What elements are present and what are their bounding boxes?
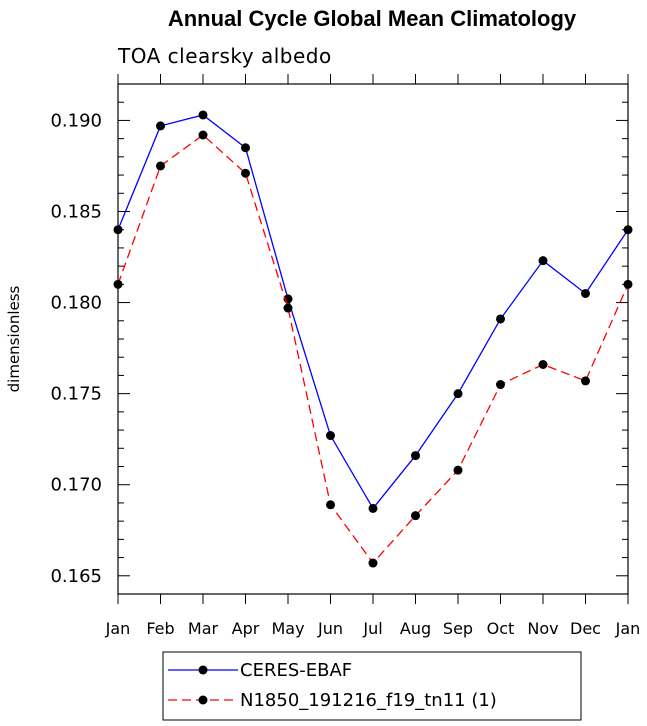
y-tick-label: 0.165 (50, 566, 102, 587)
x-tick-label: Jan (615, 619, 641, 638)
series-line (117, 134, 629, 565)
x-tick-label: Oct (487, 619, 515, 638)
plot-frame (117, 83, 629, 595)
data-point (453, 389, 463, 399)
data-point (156, 121, 165, 131)
x-tick-label: May (271, 619, 304, 638)
data-point (326, 431, 335, 441)
chart-title: Annual Cycle Global Mean Climatology (168, 6, 577, 31)
legend-label-ceres-ebaf: CERES-EBAF (240, 660, 352, 681)
data-point (198, 110, 208, 120)
x-tick-label: Dec (570, 619, 601, 638)
data-point (496, 380, 505, 390)
data-point (241, 168, 250, 178)
series-line (117, 114, 629, 510)
data-point (241, 143, 250, 153)
x-tick-label: Jul (362, 619, 382, 638)
data-point (368, 503, 378, 513)
data-point (496, 314, 505, 324)
data-point (156, 161, 165, 171)
data-point (283, 303, 293, 313)
chart-subtitle: TOA clearsky albedo (117, 44, 332, 68)
y-tick-label: 0.190 (50, 110, 102, 131)
data-point (453, 465, 463, 475)
x-tick-labels: Jan Feb Mar Apr May Jun Jul Aug Sep Oct Nov Dec Jan (105, 619, 641, 638)
x-tick-label: Aug (400, 619, 431, 638)
data-point (198, 130, 208, 140)
data-point (538, 256, 548, 266)
legend-label-n1850: N1850_191216_f19_tn11 (1) (240, 690, 497, 711)
legend-box (162, 651, 582, 721)
data-point (368, 558, 378, 568)
y-tick-label: 0.170 (50, 475, 102, 496)
x-tick-label: Nov (527, 619, 558, 638)
x-tick-label: Sep (443, 619, 473, 638)
x-tick-label: Feb (146, 619, 174, 638)
x-tick-label: Mar (188, 619, 219, 638)
x-tick-label: Jun (317, 619, 343, 638)
axis-ticks (117, 74, 629, 604)
data-point (411, 451, 420, 461)
data-point (411, 511, 420, 521)
y-tick-labels: 0.165 0.170 0.175 0.180 0.185 0.190 (50, 110, 102, 586)
y-axis-label: dimensionless (5, 285, 23, 392)
y-tick-label: 0.175 (50, 384, 102, 405)
data-point (581, 376, 590, 386)
y-tick-label: 0.185 (50, 202, 102, 223)
data-point (581, 288, 590, 298)
legend: CERES-EBAF N1850_191216_f19_tn11 (1) (162, 651, 582, 721)
y-tick-label: 0.180 (50, 293, 102, 314)
legend-marker-ceres-ebaf (198, 665, 208, 675)
data-point (326, 500, 335, 510)
x-tick-label: Apr (232, 619, 260, 638)
x-tick-label: Jan (105, 619, 131, 638)
legend-marker-n1850 (198, 695, 208, 705)
series-layer (113, 110, 633, 568)
data-point (538, 360, 548, 369)
